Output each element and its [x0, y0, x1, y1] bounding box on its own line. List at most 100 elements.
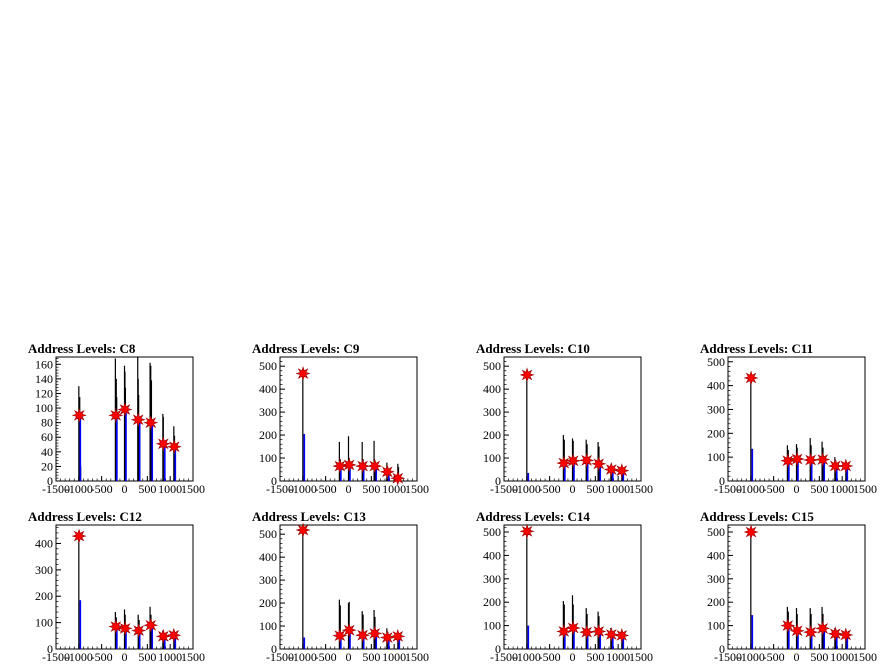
y-tick-label: 200: [707, 595, 725, 609]
panel-title: Address Levels: C14: [476, 509, 590, 524]
x-tick-label: -1500: [714, 482, 742, 496]
marker-point: [556, 455, 572, 471]
panel-title: Address Levels: C8: [28, 341, 136, 356]
marker-point: [108, 619, 124, 635]
x-tick-label: -1000: [65, 650, 93, 664]
y-tick-label: 100: [707, 619, 725, 633]
y-tick-label: 500: [707, 355, 725, 369]
x-tick-label: 1500: [181, 482, 205, 496]
marker-point: [815, 452, 831, 468]
marker-point: [780, 618, 796, 634]
x-tick-label: 0: [122, 650, 128, 664]
panel-C11: Address Levels: C11 0 100 200 300 400 500 -1500…: [700, 341, 877, 496]
x-tick-label: 1500: [629, 482, 653, 496]
y-tick-label: 300: [707, 402, 725, 416]
marker-point: [803, 452, 819, 468]
x-tick-label: -500: [315, 482, 337, 496]
x-tick-label: -500: [91, 482, 113, 496]
x-tick-label: 1000: [606, 650, 630, 664]
panel-C14: Address Levels: C14 0 100 200 300 400 500 -1500…: [476, 509, 653, 664]
y-tick-label: 500: [483, 525, 501, 539]
marker-point: [565, 620, 581, 636]
x-tick-label: -1000: [513, 482, 541, 496]
marker-point: [743, 524, 759, 540]
x-tick-label: 1500: [181, 650, 205, 664]
y-tick-label: 300: [259, 405, 277, 419]
x-tick-label: 1000: [158, 650, 182, 664]
marker-point: [379, 464, 395, 480]
panel-title: Address Levels: C13: [252, 509, 366, 524]
marker-point: [131, 623, 147, 639]
marker-point: [603, 626, 619, 643]
marker-point: [355, 458, 371, 474]
y-tick-label: 100: [483, 451, 501, 465]
y-tick-label: 100: [35, 401, 53, 415]
marker-point: [355, 627, 371, 643]
marker-point: [838, 458, 854, 474]
panel-title: Address Levels: C9: [252, 341, 360, 356]
y-tick-label: 100: [259, 451, 277, 465]
marker-point: [143, 617, 159, 633]
marker-point: [743, 370, 759, 386]
marker-point: [155, 628, 171, 644]
y-tick-label: 200: [35, 589, 53, 603]
x-tick-label: 1500: [853, 650, 877, 664]
panel-title: Address Levels: C15: [700, 509, 814, 524]
x-tick-label: 1000: [830, 482, 854, 496]
y-tick-label: 0: [495, 642, 501, 656]
panel-C13: Address Levels: C13 0 100 200 300 400 500 -1500…: [252, 509, 429, 664]
marker-point: [603, 461, 619, 478]
x-tick-label: -500: [91, 650, 113, 664]
marker-point: [390, 470, 406, 486]
y-tick-label: 100: [259, 619, 277, 633]
x-tick-label: -1000: [513, 650, 541, 664]
x-tick-label: -1500: [714, 650, 742, 664]
marker-point: [827, 626, 843, 642]
x-tick-label: -1500: [490, 482, 518, 496]
y-tick-label: 300: [483, 405, 501, 419]
x-tick-label: 1500: [629, 650, 653, 664]
x-tick-label: -500: [539, 650, 561, 664]
y-tick-label: 200: [483, 595, 501, 609]
marker-point: [556, 623, 572, 639]
marker-point: [815, 620, 831, 636]
panel-C15: Address Levels: C15 0 100 200 300 400 500 -1500…: [700, 509, 877, 664]
y-tick-label: 200: [259, 596, 277, 610]
marker-point: [130, 412, 146, 428]
y-tick-label: 400: [483, 382, 501, 396]
y-tick-label: 400: [707, 548, 725, 562]
marker-point: [341, 457, 357, 473]
marker-point: [519, 523, 535, 539]
marker-point: [332, 628, 348, 644]
marker-point: [295, 522, 311, 538]
y-tick-label: 300: [707, 572, 725, 586]
marker-point: [827, 458, 843, 474]
x-tick-label: 0: [346, 482, 352, 496]
y-tick-label: 60: [41, 430, 53, 444]
marker-point: [565, 453, 581, 469]
x-tick-label: -1000: [737, 650, 765, 664]
x-tick-label: -1000: [289, 650, 317, 664]
x-tick-label: 0: [570, 482, 576, 496]
panel-title: Address Levels: C10: [476, 341, 590, 356]
x-tick-label: 500: [586, 482, 604, 496]
x-tick-label: 500: [810, 650, 828, 664]
x-tick-label: -500: [763, 482, 785, 496]
x-tick-label: 0: [794, 482, 800, 496]
x-tick-label: 0: [794, 650, 800, 664]
marker-point: [166, 627, 182, 643]
y-tick-label: 500: [259, 359, 277, 373]
marker-point: [341, 622, 357, 638]
x-tick-label: 1000: [830, 650, 854, 664]
y-tick-label: 80: [41, 416, 53, 430]
y-tick-label: 400: [259, 550, 277, 564]
y-tick-label: 0: [271, 474, 277, 488]
marker-point: [71, 528, 87, 544]
y-tick-label: 0: [719, 474, 725, 488]
marker-point: [367, 625, 383, 641]
marker-point: [71, 407, 87, 423]
y-tick-label: 0: [495, 474, 501, 488]
y-tick-label: 0: [719, 642, 725, 656]
marker-point: [614, 463, 630, 479]
